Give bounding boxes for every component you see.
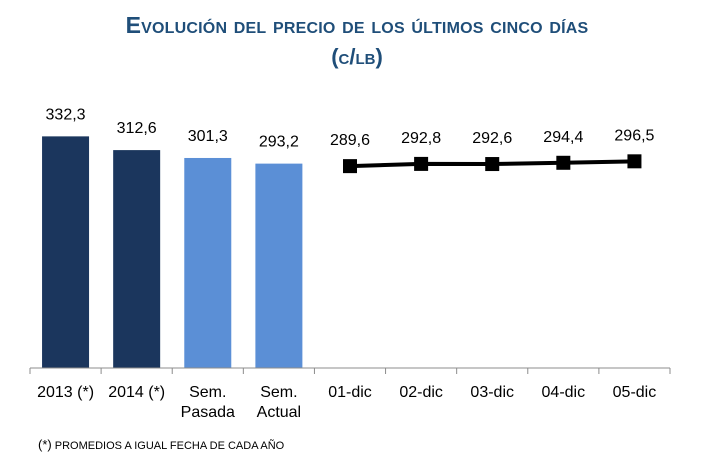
footnote-marker: (*) <box>38 437 52 452</box>
line-marker <box>485 157 500 172</box>
bar-2 <box>113 150 161 368</box>
chart-unit: (c/lb) <box>331 44 383 69</box>
footnote: (*) PROMEDIOS A IGUAL FECHA DE CADA AÑO <box>38 437 284 452</box>
x-tick-label: 05-dic <box>613 384 657 401</box>
bar-3 <box>184 157 232 368</box>
footnote-text: PROMEDIOS A IGUAL FECHA DE CADA AÑO <box>54 440 285 452</box>
axis-layer: 2013 (*) 2014 (*) Sem. Pasada Sem. Actual 01-d… <box>29 367 671 421</box>
point-value-label: 289,6 <box>330 132 370 149</box>
x-tick-label: Actual <box>257 404 301 421</box>
x-tick-label: 2014 (*) <box>108 384 165 401</box>
bar-value-label: 312,6 <box>117 120 157 137</box>
bar-value-label: 293,2 <box>259 134 299 151</box>
point-value-label: 294,4 <box>543 129 583 146</box>
bar-4 <box>255 163 303 368</box>
bar-value-label: 301,3 <box>188 128 228 145</box>
x-tick-label: 04-dic <box>542 384 586 401</box>
line-marker <box>414 156 429 171</box>
x-tick-label: Sem. <box>260 384 297 401</box>
bar-1 <box>42 136 90 368</box>
point-value-label: 296,5 <box>614 127 654 144</box>
x-tick-label: 02-dic <box>399 384 443 401</box>
line-layer <box>343 154 642 174</box>
x-tick-label: 01-dic <box>328 384 372 401</box>
labels-layer: 332,3 312,6 301,3 293,2 289,6 292,8 292,6 294,4… <box>46 106 655 150</box>
x-tick-label: 03-dic <box>470 384 514 401</box>
bar-value-label: 332,3 <box>46 106 86 123</box>
x-tick-label: 2013 (*) <box>37 384 94 401</box>
chart-title: Evolución del precio de los últimos cinc… <box>125 12 589 38</box>
x-tick-label: Pasada <box>181 404 235 421</box>
point-value-label: 292,6 <box>472 130 512 147</box>
x-tick-label: Sem. <box>189 384 226 401</box>
bars-layer <box>42 136 303 368</box>
point-value-label: 292,8 <box>401 130 441 147</box>
line-marker <box>343 159 357 174</box>
line-marker <box>627 154 642 169</box>
line-marker <box>556 155 571 170</box>
